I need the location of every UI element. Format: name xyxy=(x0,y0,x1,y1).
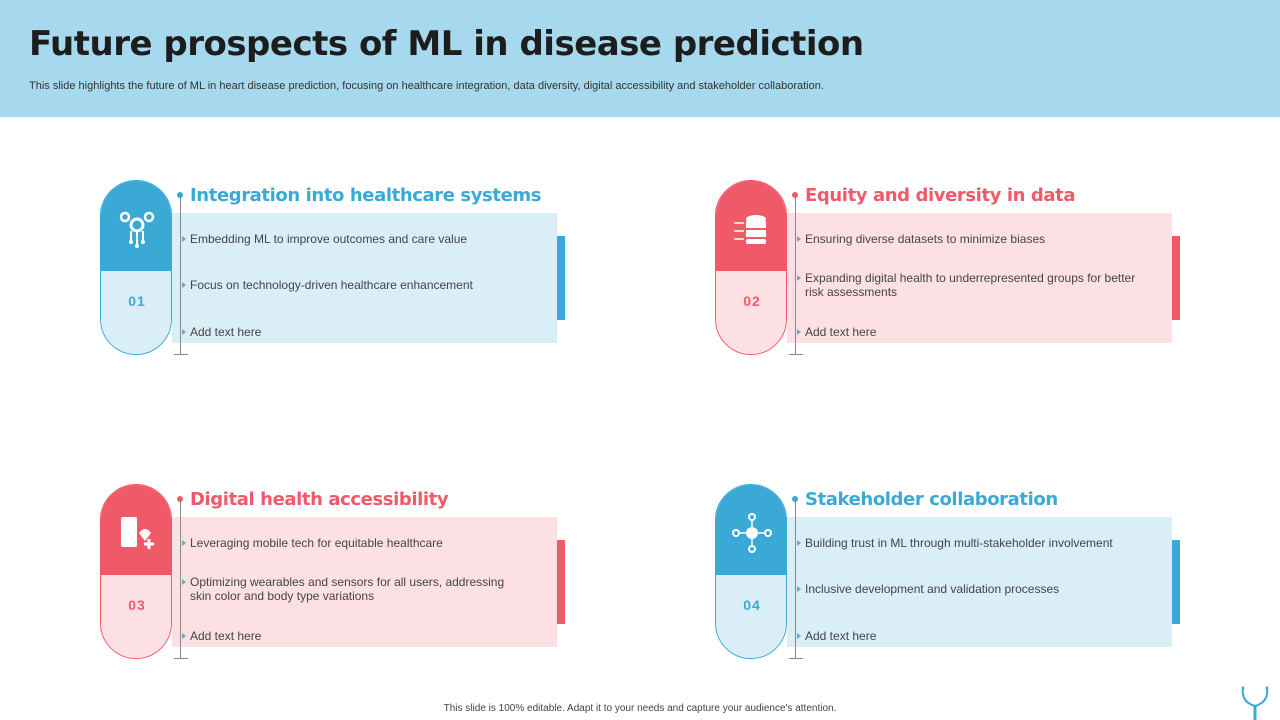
card-title: Equity and diversity in data xyxy=(805,185,1076,206)
footer-note: This slide is 100% editable. Adapt it to… xyxy=(443,703,837,714)
bullet-item: Embedding ML to improve outcomes and car… xyxy=(182,232,522,246)
page-title: Future prospects of ML in disease predic… xyxy=(29,24,864,64)
stakeholder-network-icon xyxy=(732,513,772,553)
content-box xyxy=(172,213,557,343)
title-dot xyxy=(177,192,183,198)
card-title: Stakeholder collaboration xyxy=(805,489,1058,510)
bullet-item: Focus on technology-driven healthcare en… xyxy=(182,278,522,292)
header: Future prospects of ML in disease predic… xyxy=(0,0,1280,117)
divider-tick xyxy=(174,354,188,355)
divider-line xyxy=(180,498,181,658)
accent-bar xyxy=(1172,236,1180,320)
divider-tick xyxy=(789,658,803,659)
divider-line xyxy=(795,498,796,658)
title-dot xyxy=(792,496,798,502)
gears-network-icon xyxy=(119,211,155,248)
bullet-item: Inclusive development and validation pro… xyxy=(797,582,1137,596)
accent-bar xyxy=(557,236,565,320)
number-pill: 03 xyxy=(100,484,172,659)
card-02: 02 Equity and diversity in data Ensuring … xyxy=(715,180,1195,360)
divider-tick xyxy=(174,658,188,659)
page-subtitle: This slide highlights the future of ML i… xyxy=(29,80,824,92)
bullet-item: Add text here xyxy=(182,629,522,643)
bullet-item: Optimizing wearables and sensors for all… xyxy=(182,575,522,603)
accent-bar xyxy=(1172,540,1180,624)
card-number: 04 xyxy=(743,597,761,613)
number-pill: 02 xyxy=(715,180,787,355)
card-title: Integration into healthcare systems xyxy=(190,185,542,206)
card-03: 03 Digital health accessibility Leveragin… xyxy=(100,484,580,664)
card-title: Digital health accessibility xyxy=(190,489,449,510)
bullet-item: Add text here xyxy=(797,325,1137,339)
content-box xyxy=(787,213,1172,343)
mobile-health-icon xyxy=(121,517,154,549)
number-pill: 04 xyxy=(715,484,787,659)
card-04: 04 Stakeholder collaboration Building tru… xyxy=(715,484,1195,664)
database-icon xyxy=(734,215,766,244)
title-dot xyxy=(177,496,183,502)
content-box xyxy=(787,517,1172,647)
bullet-item: Leveraging mobile tech for equitable hea… xyxy=(182,536,522,550)
card-number: 01 xyxy=(128,293,146,309)
bullet-item: Ensuring diverse datasets to minimize bi… xyxy=(797,232,1137,246)
bullet-item: Building trust in ML through multi-stake… xyxy=(797,536,1137,550)
stethoscope-icon xyxy=(1241,686,1269,720)
bullet-item: Add text here xyxy=(182,325,522,339)
card-01: 01 Integration into healthcare systems Em… xyxy=(100,180,580,360)
divider-tick xyxy=(789,354,803,355)
bullet-item: Expanding digital health to underreprese… xyxy=(797,271,1137,299)
card-number: 03 xyxy=(128,597,146,613)
accent-bar xyxy=(557,540,565,624)
card-number: 02 xyxy=(743,293,761,309)
title-dot xyxy=(792,192,798,198)
content-box xyxy=(172,517,557,647)
divider-line xyxy=(795,194,796,354)
divider-line xyxy=(180,194,181,354)
bullet-item: Add text here xyxy=(797,629,1137,643)
number-pill: 01 xyxy=(100,180,172,355)
